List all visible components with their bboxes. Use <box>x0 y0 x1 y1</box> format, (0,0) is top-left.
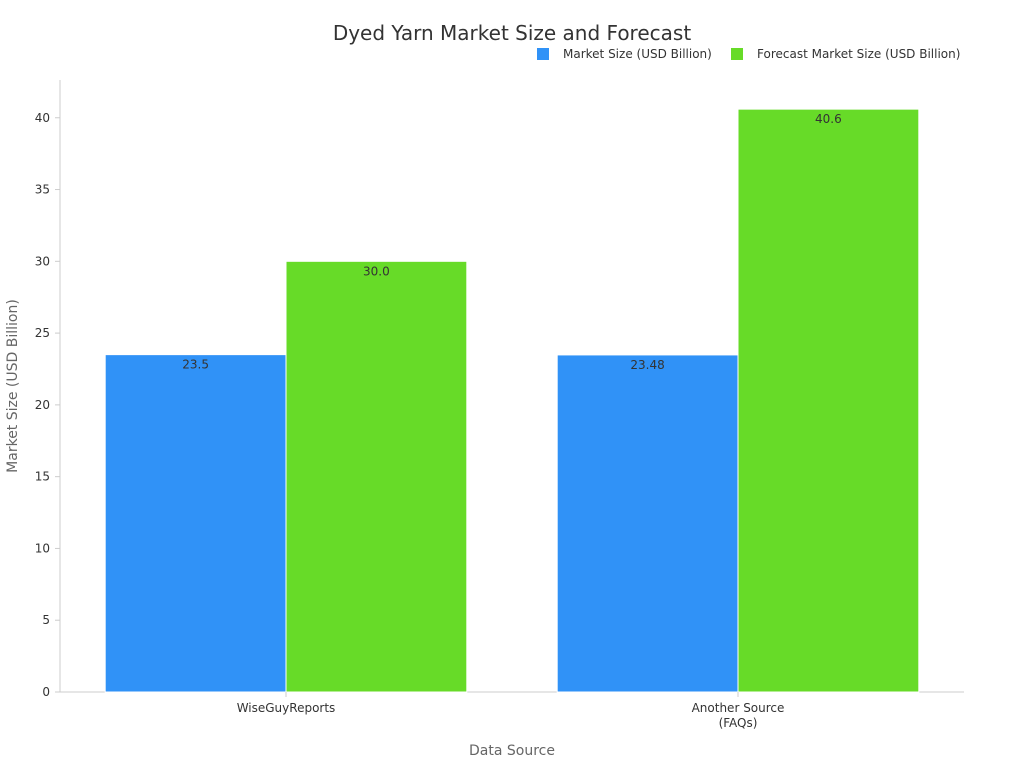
y-tick-label: 5 <box>42 613 50 627</box>
bar-value-label: 23.5 <box>182 358 209 372</box>
y-axis-ticks: 0 5 10 15 20 25 30 35 40 <box>35 111 60 699</box>
chart-title: Dyed Yarn Market Size and Forecast <box>333 21 692 45</box>
x-tick-label: WiseGuyReports <box>237 701 336 715</box>
bar <box>737 108 920 693</box>
legend-swatch <box>537 48 549 60</box>
y-tick-label: 15 <box>35 470 50 484</box>
y-tick-label: 40 <box>35 111 50 125</box>
y-axis-title: Market Size (USD Billion) <box>5 299 21 473</box>
legend-label: Forecast Market Size (USD Billion) <box>757 47 960 61</box>
x-tick-label: (FAQs) <box>719 716 758 730</box>
bars <box>104 108 920 693</box>
bar-value-label: 40.6 <box>815 112 842 126</box>
x-tick-label: Another Source <box>692 701 785 715</box>
legend-label: Market Size (USD Billion) <box>563 47 712 61</box>
y-tick-label: 10 <box>35 541 50 555</box>
x-axis-title: Data Source <box>469 743 555 759</box>
y-tick-label: 35 <box>35 183 50 197</box>
y-tick-label: 0 <box>42 685 50 699</box>
bar-value-label: 23.48 <box>630 358 664 372</box>
bar <box>285 260 468 693</box>
y-tick-label: 30 <box>35 254 50 268</box>
bar <box>104 354 287 693</box>
data-labels: 23.5 30.0 23.48 40.6 <box>182 112 842 372</box>
legend-swatch <box>731 48 743 60</box>
bar <box>556 354 739 693</box>
legend: Market Size (USD Billion) Forecast Market… <box>537 47 960 61</box>
y-tick-label: 20 <box>35 398 50 412</box>
y-tick-label: 25 <box>35 326 50 340</box>
bar-value-label: 30.0 <box>363 264 390 278</box>
x-axis-ticks: WiseGuyReports Another Source(FAQs) <box>237 692 785 730</box>
